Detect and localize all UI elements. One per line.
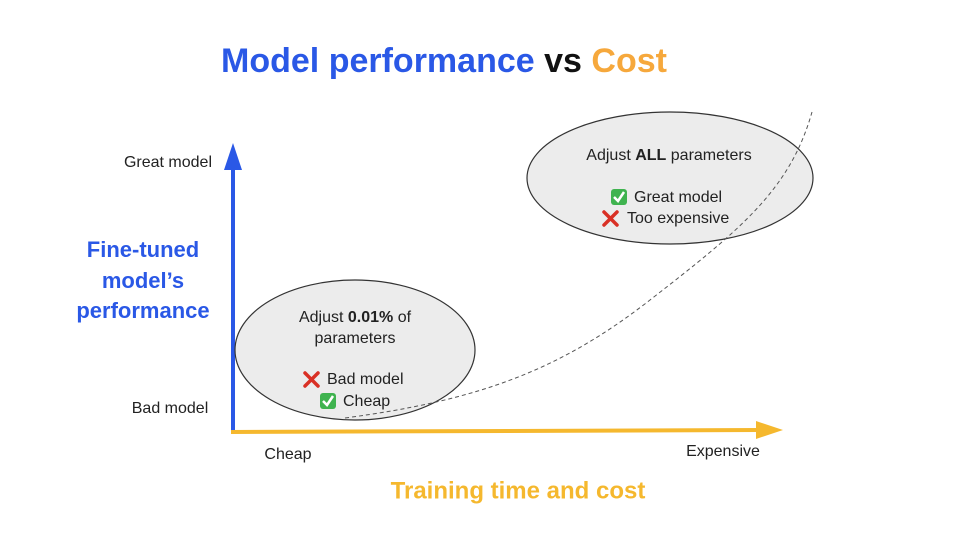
bubble-item: Cheap [343, 393, 390, 410]
x-axis-label: Training time and cost [391, 477, 646, 504]
cross-icon [602, 210, 619, 227]
y-top-label: Great model [124, 154, 212, 171]
text: Adjust [299, 309, 344, 326]
cross-icon [303, 371, 320, 388]
check-icon [611, 189, 627, 205]
trend-curve [344, 111, 813, 419]
y-axis-label: performance [76, 298, 209, 323]
y-bottom-label: Bad model [132, 400, 209, 417]
x-left-label: Cheap [264, 446, 311, 463]
check-icon [320, 393, 336, 409]
text: ALL [635, 147, 666, 164]
bubble-line: Adjust ALL parameters [586, 147, 751, 164]
bubble [234, 279, 476, 421]
x-arrow [756, 421, 783, 439]
title-part: vs [544, 42, 582, 80]
text: Adjust [586, 147, 631, 164]
text: parameters [671, 147, 752, 164]
bubble-line: parameters [315, 330, 396, 347]
bubble-item: Bad model [327, 371, 404, 388]
y-axis-label: Fine-tuned [87, 237, 199, 262]
y-axis-label: model’s [102, 268, 184, 293]
y-arrow [224, 143, 242, 170]
bubble-item: Great model [634, 189, 722, 206]
text: 0.01% [348, 309, 393, 326]
x-axis [230, 428, 761, 434]
text: of [398, 309, 412, 326]
bubble-item: Too expensive [627, 210, 729, 227]
bubble-line: Adjust 0.01% of [299, 309, 412, 326]
title-part: Cost [591, 42, 667, 80]
title-part: Model performance [221, 42, 535, 80]
bubble [526, 111, 814, 245]
x-right-label: Expensive [686, 443, 760, 460]
title: Model performance vs Cost [221, 42, 667, 80]
